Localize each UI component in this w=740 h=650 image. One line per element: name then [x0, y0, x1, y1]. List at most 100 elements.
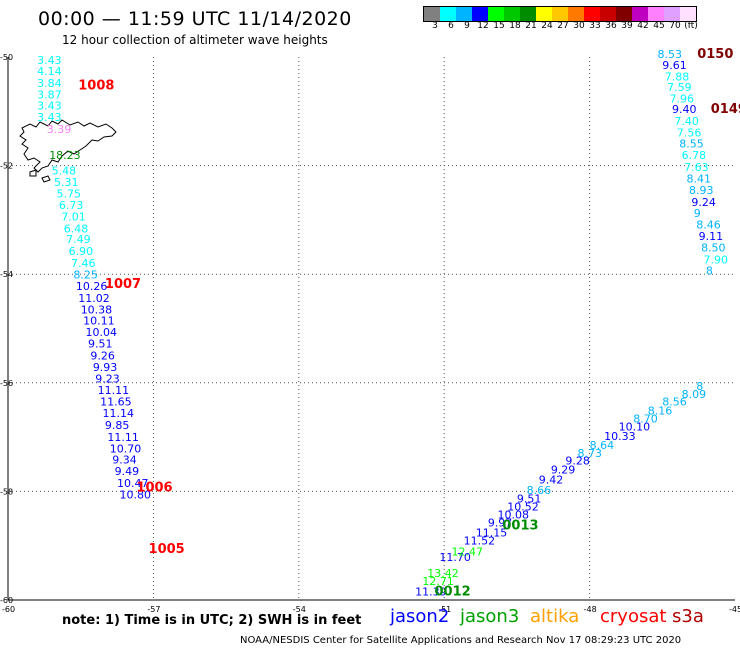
- satellite-cryosat: cryosat: [600, 606, 667, 627]
- swh-point: 7.63: [684, 161, 709, 174]
- swh-point: 7.01: [61, 210, 86, 223]
- swh-point: 9.51: [88, 338, 113, 351]
- swh-point: 8.70: [633, 412, 658, 425]
- swh-point: 8.55: [679, 138, 704, 151]
- time-label: 0013: [502, 518, 538, 533]
- axis-labels: -50 -52 -54 -56 -58 -60-60 -57 -54 -51 -48 -45: [0, 53, 740, 614]
- swh-point: 9.61: [662, 59, 687, 72]
- time-label: 1005: [149, 542, 185, 557]
- swh-point: 3.87: [37, 88, 62, 101]
- swh-point: 7.88: [665, 70, 690, 83]
- legend-swatch: [536, 7, 552, 21]
- swh-point: 9.85: [105, 419, 130, 432]
- swh-point: 10.38: [81, 303, 113, 316]
- swh-point: 11.14: [103, 407, 135, 420]
- footnote: note: 1) Time is in UTC; 2) SWH is in fe…: [62, 613, 362, 628]
- lon-tick-label: -60: [2, 605, 15, 614]
- time-label: 1006: [136, 480, 172, 495]
- swh-point: 10.47: [117, 477, 149, 490]
- swh-point: 8.46: [696, 219, 721, 232]
- swh-point: 8.56: [662, 396, 687, 409]
- swh-point: 6.73: [59, 199, 84, 212]
- swh-point: 3.43: [37, 100, 62, 113]
- swh-point: 8.66: [527, 484, 552, 497]
- legend-swatch: [680, 7, 696, 21]
- legend-label: (ft): [684, 21, 698, 31]
- swh-point: 9.97: [488, 517, 513, 530]
- swh-point: 5.48: [52, 164, 76, 177]
- satellite-altika: altika: [530, 606, 580, 627]
- lon-tick-label: -45: [729, 605, 740, 614]
- swh-point: 9.24: [691, 196, 716, 209]
- swh-points: 3.434.143.843.873.433.433.3918.235.485.3…: [37, 48, 728, 599]
- time-label: 0150: [697, 47, 733, 62]
- legend-swatch: [600, 7, 616, 21]
- satellite-jason3: jason3: [460, 606, 520, 627]
- swh-point: 9.29: [551, 463, 576, 476]
- swh-point: 6.90: [69, 245, 94, 258]
- legend-swatch: [488, 7, 504, 21]
- legend-swatch: [568, 7, 584, 21]
- swh-point: 10.04: [86, 326, 118, 339]
- swh-point: 6.48: [64, 222, 88, 235]
- swh-point: 8.09: [682, 388, 707, 401]
- swh-point: 8: [696, 380, 703, 393]
- time-label: 1007: [105, 277, 141, 292]
- legend-label: 3: [432, 21, 438, 31]
- legend-label: 70: [669, 21, 681, 31]
- swh-point: 3.84: [37, 77, 62, 90]
- swh-point: 9.51: [517, 492, 542, 505]
- time-label: 0149: [711, 102, 740, 117]
- legend-swatch: [616, 7, 632, 21]
- swh-point: 10.52: [507, 500, 539, 513]
- legend-label: 24: [541, 21, 553, 31]
- legend-label: 18: [509, 21, 521, 31]
- swh-point: 11.52: [464, 535, 496, 548]
- swh-point: 10.26: [76, 280, 108, 293]
- swh-point: 9: [694, 207, 701, 220]
- swh-point: 13.42: [427, 567, 459, 580]
- legend-swatch: [648, 7, 664, 21]
- map-title: 00:00 — 11:59 UTC 11/14/2020: [38, 8, 352, 30]
- legend-swatch: [504, 7, 520, 21]
- swh-point: 8: [706, 265, 713, 278]
- swh-point: 8.41: [687, 172, 712, 185]
- swh-point: 10.33: [604, 430, 636, 443]
- swh-point: 8.16: [648, 404, 673, 417]
- falkland-islands: [19, 119, 117, 183]
- map-subtitle: 12 hour collection of altimeter wave hei…: [62, 33, 328, 47]
- legend-label: 39: [621, 21, 633, 31]
- lat-tick-label: -52: [0, 162, 13, 171]
- swh-point: 7.49: [66, 233, 91, 246]
- swh-point: 11.70: [439, 551, 471, 564]
- swh-point: 9.40: [672, 103, 697, 116]
- swh-point: 9.11: [699, 230, 724, 243]
- swh-point: 3.43: [37, 111, 62, 124]
- legend-label: 12: [477, 21, 489, 31]
- swh-point: 8.50: [701, 241, 726, 254]
- swh-point: 3.39: [47, 123, 71, 136]
- swh-point: 11.11: [98, 384, 130, 397]
- lat-tick-label: -54: [0, 270, 13, 279]
- swh-point: 7.46: [71, 257, 96, 270]
- swh-point: 11.11: [107, 431, 138, 444]
- swh-point: 9.34: [112, 454, 137, 467]
- swh-point: 9.42: [539, 473, 564, 486]
- credit-line: NOAA/NESDIS Center for Satellite Applica…: [240, 635, 682, 646]
- legend-label: 42: [637, 21, 649, 31]
- swh-point: 12.71: [422, 575, 454, 588]
- legend-swatch: [440, 7, 456, 21]
- color-legend-labels: 3 6 9 12 15 18 21 24 27 30 33 36 39 42 45 70 (ft): [423, 21, 735, 33]
- legend-label: 36: [605, 21, 617, 31]
- swh-point: 11.02: [78, 292, 110, 305]
- grid-lines: [7, 57, 735, 601]
- swh-point: 9.49: [115, 465, 140, 478]
- legend-swatch: [584, 7, 600, 21]
- swh-point: 8.73: [577, 447, 602, 460]
- lon-tick-label: -48: [584, 605, 597, 614]
- swh-point: 7.90: [703, 253, 728, 266]
- swh-point: 10.70: [110, 442, 142, 455]
- legend-label: 30: [573, 21, 585, 31]
- lon-tick-label: -57: [147, 605, 160, 614]
